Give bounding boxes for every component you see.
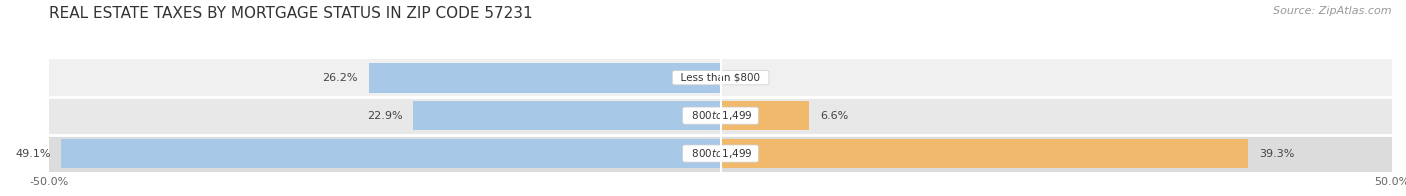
Bar [413, 101, 721, 130]
Text: $800 to $1,499: $800 to $1,499 [685, 147, 756, 160]
Text: REAL ESTATE TAXES BY MORTGAGE STATUS IN ZIP CODE 57231: REAL ESTATE TAXES BY MORTGAGE STATUS IN … [49, 6, 533, 21]
Text: Source: ZipAtlas.com: Source: ZipAtlas.com [1274, 6, 1392, 16]
Bar [721, 139, 1249, 168]
Bar [49, 135, 1392, 172]
Bar [49, 97, 1392, 135]
Bar [49, 59, 1392, 97]
Text: 49.1%: 49.1% [15, 149, 51, 159]
Bar [721, 101, 810, 130]
Text: $800 to $1,499: $800 to $1,499 [685, 109, 756, 122]
Text: 39.3%: 39.3% [1258, 149, 1295, 159]
Bar [368, 63, 721, 93]
Bar [62, 139, 721, 168]
Text: Less than $800: Less than $800 [675, 73, 766, 83]
Text: 0.0%: 0.0% [731, 73, 759, 83]
Text: 6.6%: 6.6% [820, 111, 848, 121]
Text: 26.2%: 26.2% [322, 73, 359, 83]
Text: 22.9%: 22.9% [367, 111, 402, 121]
